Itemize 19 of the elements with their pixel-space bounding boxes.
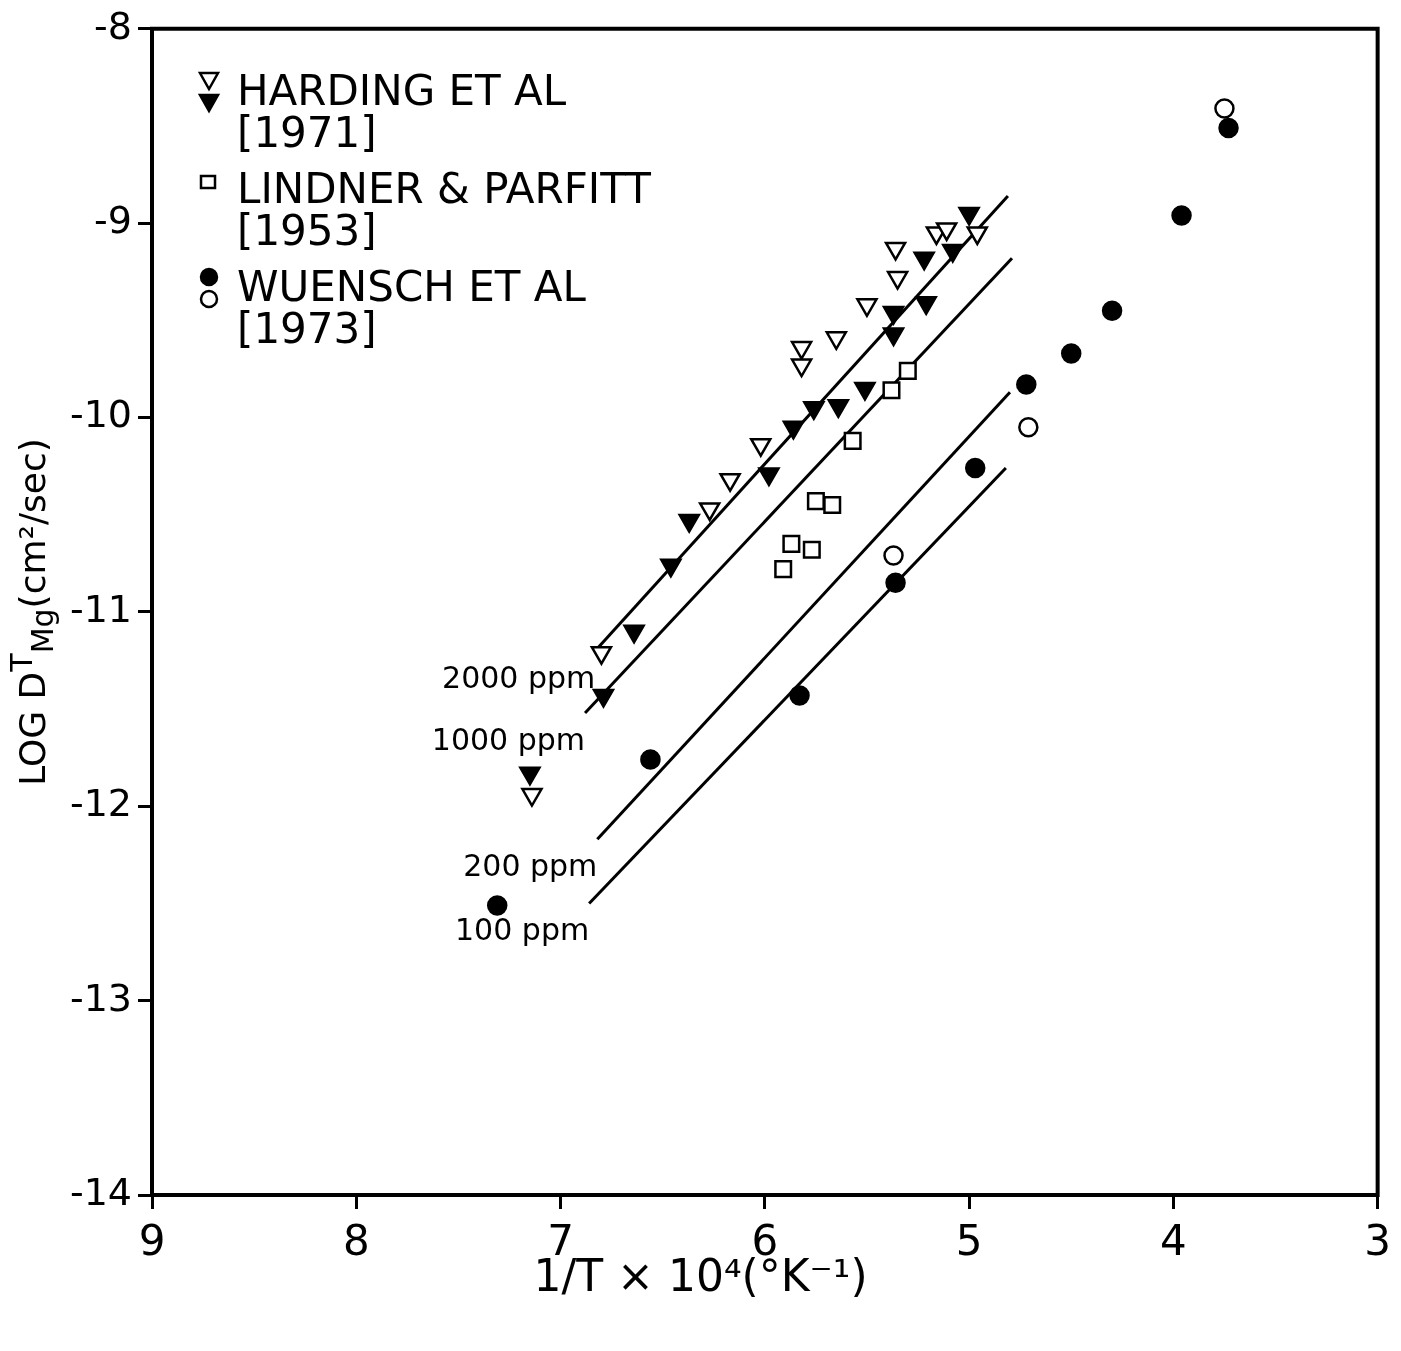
y-tick-label: -8 (94, 3, 132, 48)
series-label: 1000 ppm (431, 721, 586, 757)
y-tick-label: -13 (69, 975, 132, 1020)
y-tick-label: -9 (94, 198, 132, 243)
legend-label: WUENSCH ET AL [1973] (237, 262, 587, 353)
legend-label: HARDING ET AL [1971] (237, 66, 568, 157)
series-label: 200 ppm (463, 848, 598, 884)
x-tick-label: 4 (1160, 1216, 1187, 1266)
legend-label: LINDNER & PARFITT [1953] (237, 164, 652, 255)
series-label: 2000 ppm (442, 659, 596, 695)
y-tick-label: -10 (69, 392, 132, 437)
x-tick-label: 9 (138, 1216, 166, 1266)
y-tick-label: -11 (69, 586, 132, 631)
y-tick-label: -12 (69, 781, 132, 826)
x-tick-label: 3 (1364, 1216, 1392, 1266)
x-tick-label: 8 (342, 1216, 370, 1266)
x-tick-label: 5 (955, 1216, 983, 1266)
y-tick-label: -14 (69, 1169, 132, 1214)
series-label: 100 ppm (455, 912, 590, 948)
